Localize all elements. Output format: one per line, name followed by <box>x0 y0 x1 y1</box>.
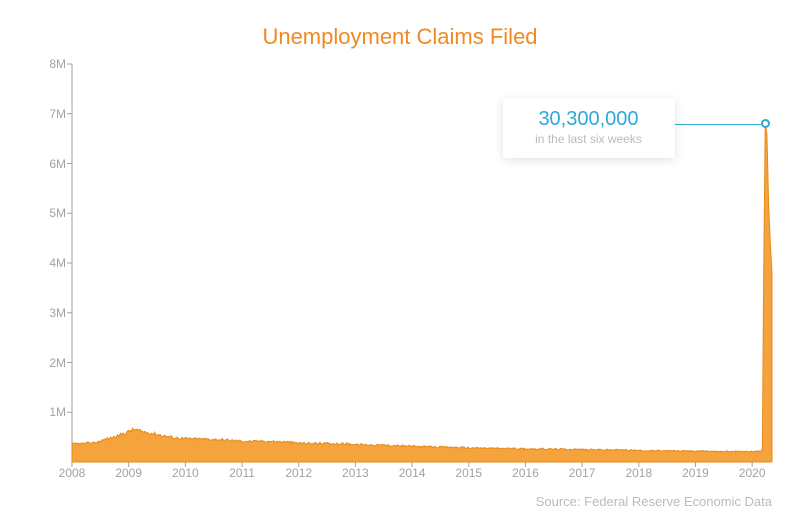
callout-value: 30,300,000 <box>521 108 657 130</box>
x-tick-label: 2020 <box>739 466 766 480</box>
plot-area: 30,300,000 in the last six weeks <box>72 64 772 462</box>
y-tick-label: 4M <box>49 256 66 270</box>
y-tick-label: 6M <box>49 157 66 171</box>
x-tick-label: 2018 <box>625 466 652 480</box>
chart-title: Unemployment Claims Filed <box>28 24 772 50</box>
x-axis: 2008200920102011201220132014201520162017… <box>72 462 772 482</box>
x-tick-label: 2019 <box>682 466 709 480</box>
plot-wrapper: 1M2M3M4M5M6M7M8M 30,300,000 in the last … <box>28 64 772 462</box>
y-tick-label: 8M <box>49 57 66 71</box>
x-tick-label: 2011 <box>229 466 255 480</box>
callout-subtext: in the last six weeks <box>521 132 657 146</box>
x-tick-label: 2009 <box>115 466 142 480</box>
y-tick-label: 2M <box>49 356 66 370</box>
x-tick-label: 2013 <box>342 466 369 480</box>
callout-connector-line <box>675 124 761 125</box>
y-tick-label: 7M <box>49 107 66 121</box>
y-tick-label: 5M <box>49 206 66 220</box>
area-series <box>72 124 772 462</box>
callout-marker <box>761 119 770 128</box>
y-tick-label: 3M <box>49 306 66 320</box>
y-tick-label: 1M <box>49 405 66 419</box>
source-attribution: Source: Federal Reserve Economic Data <box>536 494 772 509</box>
x-tick-label: 2016 <box>512 466 539 480</box>
y-axis: 1M2M3M4M5M6M7M8M <box>28 64 72 462</box>
callout-box: 30,300,000 in the last six weeks <box>503 98 675 158</box>
x-tick-label: 2017 <box>569 466 596 480</box>
x-tick-label: 2010 <box>172 466 199 480</box>
chart-container: Unemployment Claims Filed 1M 2M 3M 4M 5M 6M 7M… <box>0 0 800 519</box>
x-tick-label: 2008 <box>59 466 86 480</box>
x-tick-label: 2014 <box>399 466 426 480</box>
x-tick-label: 2015 <box>455 466 482 480</box>
x-tick-label: 2012 <box>285 466 312 480</box>
